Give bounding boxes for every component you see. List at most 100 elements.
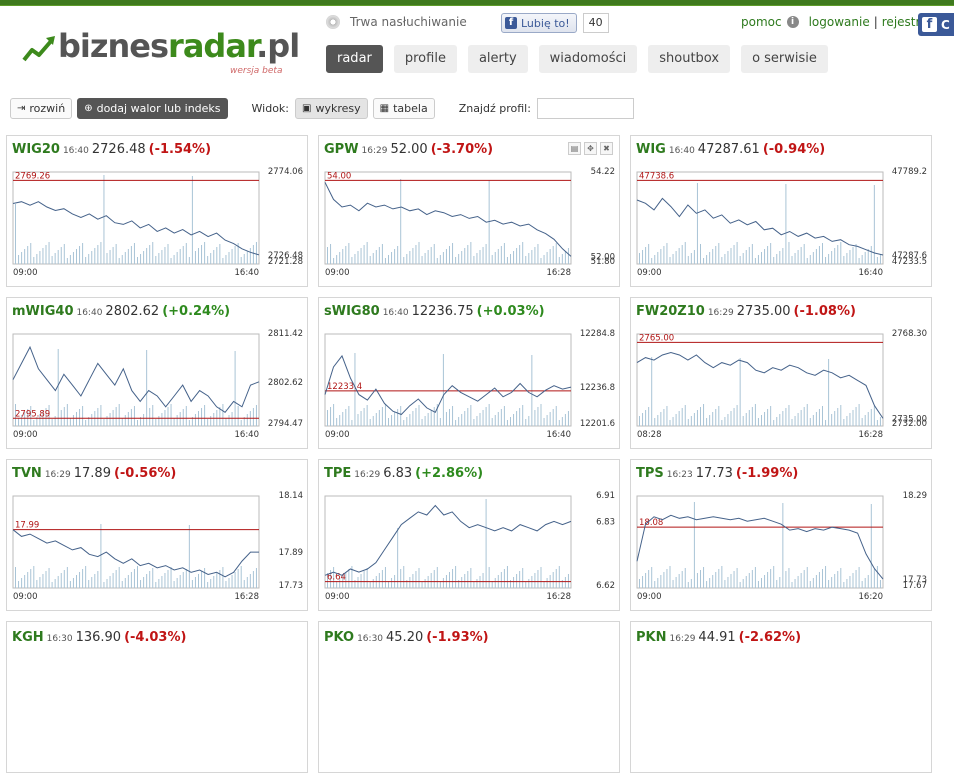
card-symbol[interactable]: sWIG80 — [324, 304, 380, 319]
card-price: 47287.61 — [697, 142, 760, 157]
chart-card[interactable]: FW20Z10 16:29 2735.00 (-1.08%) 2765.00 2768.3… — [630, 297, 932, 449]
volume-bar — [773, 257, 775, 264]
help-link[interactable]: pomoc — [741, 15, 782, 29]
volume-bar — [773, 420, 775, 426]
notes-icon[interactable]: ▤ — [568, 142, 581, 155]
volume-bar — [700, 407, 701, 426]
volume-bar — [185, 243, 187, 264]
card-symbol[interactable]: TVN — [12, 466, 42, 481]
info-icon[interactable]: i — [786, 16, 799, 28]
card-change: (-3.70%) — [430, 142, 494, 157]
logo[interactable]: biznesradar.pl — [22, 24, 300, 65]
chart-card[interactable]: TVN 16:29 17.89 (-0.56%) 17.99 18.14 17.73 17.8… — [6, 459, 308, 611]
volume-bar — [724, 254, 726, 264]
volume-bar — [852, 247, 854, 264]
volume-bar — [421, 419, 423, 426]
volume-bar — [336, 581, 338, 588]
card-symbol[interactable]: WIG — [636, 142, 666, 157]
chart-card[interactable]: mWIG40 16:40 2802.62 (+0.24%) 2795.89 2811.42… — [6, 297, 308, 449]
logo-text-1: biznes — [58, 27, 169, 65]
volume-bar — [776, 417, 778, 426]
volume-bar — [106, 579, 108, 588]
volume-bar — [18, 418, 20, 426]
volume-bar — [843, 256, 845, 264]
volume-bar — [476, 579, 478, 588]
volume-bar — [837, 408, 839, 426]
tab-alerts[interactable]: alerty — [467, 45, 528, 73]
volume-bar — [231, 249, 233, 264]
volume-bar — [72, 415, 74, 426]
tab-news[interactable]: wiadomości — [538, 45, 638, 73]
chart-card[interactable]: TPE 16:29 6.83 (+2.86%) 6.64 6.91 6.62 6.83 09:0… — [318, 459, 620, 611]
close-icon[interactable]: ✖ — [600, 142, 613, 155]
tab-about[interactable]: o serwisie — [741, 45, 828, 73]
volume-bar — [861, 581, 863, 588]
price-line — [12, 345, 260, 413]
card-symbol[interactable]: FW20Z10 — [636, 304, 705, 319]
card-symbol[interactable]: TPE — [324, 466, 352, 481]
volume-bar — [825, 566, 827, 588]
add-instrument-button[interactable]: ⊕ dodaj walor lub indeks — [77, 97, 228, 119]
volume-bar — [176, 415, 178, 426]
volume-bar — [201, 571, 203, 588]
volume-bar — [840, 242, 842, 264]
expand-button[interactable]: ⇥ rozwiń — [10, 97, 73, 119]
volume-bar — [791, 582, 793, 588]
card-symbol[interactable]: WIG20 — [12, 142, 60, 157]
volume-bar — [243, 254, 245, 264]
card-change: (-1.99%) — [735, 466, 799, 481]
volume-bar — [837, 571, 839, 588]
move-icon[interactable]: ✥ — [584, 142, 597, 155]
view-table-button[interactable]: ▦ tabela — [372, 97, 435, 119]
chart-card[interactable]: TPS 16:23 17.73 (-1.99%) 18.08 18.29 17.67 17.7… — [630, 459, 932, 611]
volume-bar — [133, 406, 135, 426]
volume-bar — [164, 247, 166, 264]
volume-bar — [800, 410, 802, 426]
volume-bar — [82, 569, 84, 588]
volume-bar — [100, 405, 102, 426]
volume-bar — [21, 415, 23, 426]
volume-bar — [767, 246, 769, 264]
chart-card[interactable]: KGH 16:30 136.90 (-4.03%) — [6, 621, 308, 773]
volume-bar — [555, 569, 557, 588]
chart-card[interactable]: PKN 16:29 44.91 (-2.62%) — [630, 621, 932, 773]
card-symbol[interactable]: TPS — [636, 466, 664, 481]
volume-bar — [210, 253, 212, 264]
volume-bar — [797, 576, 799, 588]
volume-bar — [155, 582, 157, 588]
view-charts-button[interactable]: ▣ wykresy — [295, 97, 368, 119]
card-symbol[interactable]: GPW — [324, 142, 359, 157]
volume-bar — [770, 243, 772, 264]
volume-bar — [513, 251, 515, 264]
tab-profile[interactable]: profile — [393, 45, 457, 73]
volume-bar — [828, 254, 830, 264]
tab-shoutbox[interactable]: shoutbox — [648, 45, 731, 73]
volume-bar — [803, 407, 805, 426]
volume-bar — [149, 571, 151, 588]
card-time: 16:29 — [707, 308, 734, 318]
find-profile-input[interactable] — [536, 97, 634, 119]
tab-radar[interactable]: radar — [326, 45, 383, 73]
volume-bar — [85, 420, 87, 426]
volume-bar — [391, 578, 393, 588]
volume-bar — [739, 358, 741, 426]
volume-bar — [378, 573, 380, 588]
chart-card[interactable]: GPW 16:29 52.00 (-3.70%) ▤ ✥ ✖ 54.00 54.22 51.80 5… — [318, 135, 620, 287]
login-link[interactable]: logowanie — [808, 15, 870, 29]
volume-bar — [645, 410, 647, 426]
chart-card[interactable]: PKO 16:30 45.20 (-1.93%) — [318, 621, 620, 773]
card-symbol[interactable]: mWIG40 — [12, 304, 74, 319]
volume-bar — [794, 253, 796, 264]
card-price: 52.00 — [390, 142, 428, 157]
card-time: 16:40 — [76, 308, 103, 318]
chart-card[interactable]: WIG 16:40 47287.61 (-0.94%) 47738.6 47789.2 47… — [630, 135, 932, 287]
chart-card[interactable]: sWIG80 16:40 12236.75 (+0.03%) 12233.4 12284.… — [318, 297, 620, 449]
chart-card[interactable]: WIG20 16:40 2726.48 (-1.54%) 2769.26 2774.06 2… — [6, 135, 308, 287]
volume-bar — [330, 244, 332, 264]
expand-label: rozwiń — [29, 101, 66, 115]
like-button[interactable]: f Lubię to! — [501, 13, 577, 33]
volume-bar — [742, 253, 744, 264]
facebook-connect-button[interactable]: f C — [918, 13, 954, 36]
plus-icon: ⊕ — [84, 102, 93, 114]
volume-bar — [561, 580, 563, 588]
